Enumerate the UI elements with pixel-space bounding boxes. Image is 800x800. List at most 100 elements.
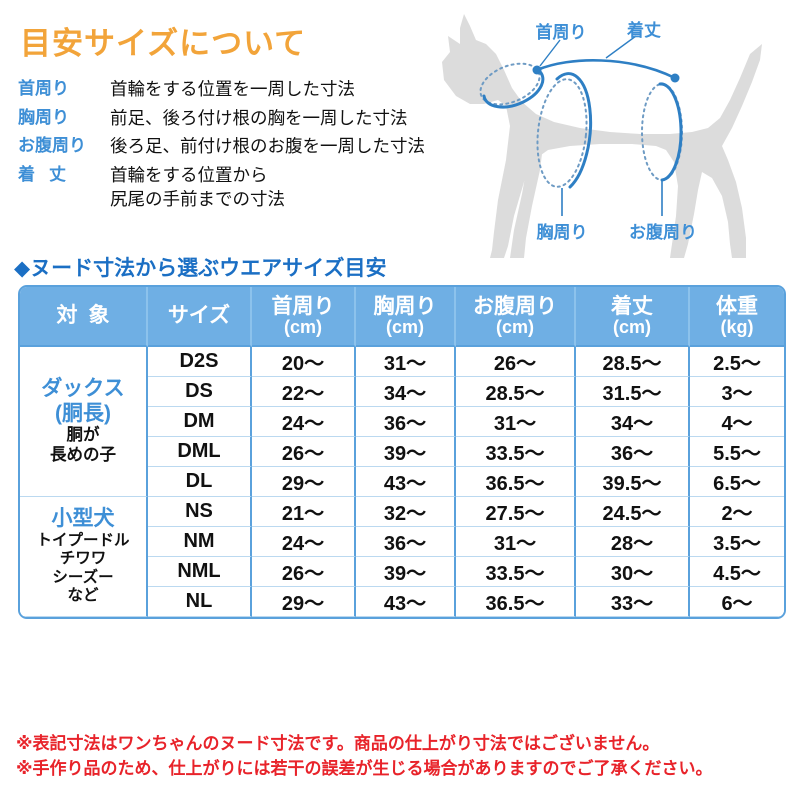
cell-weight: 3～ [690,377,784,407]
cell-belly: 33.5～ [456,437,576,467]
table-row: DM 24～ 36～ 31～ 34～ 4～ [20,407,784,437]
definition-row-neck: 首周り 首輪をする位置を一周した寸法 [18,78,488,102]
cell-weight: 6～ [690,587,784,617]
size-table: 対象 サイズ 首周り (cm) 胸周り (cm) お腹周り (cm) [18,285,786,619]
cell-chest: 39～ [356,437,456,467]
illustration-label-neck: 首周り [536,22,587,42]
definition-row-belly: お腹周り 後ろ足、前付け根のお腹を一周した寸法 [18,135,488,159]
definition-desc-length: 首輪をする位置から 尻尾の手前までの寸法 [110,164,285,211]
table-row: NM 24～ 36～ 31～ 28～ 3.5～ [20,527,784,557]
column-header-length-unit: (cm) [612,316,651,337]
length-measure-line [532,59,680,83]
cell-belly: 26～ [456,347,576,377]
definition-desc-chest: 前足、後ろ付け根の胸を一周した寸法 [110,107,408,128]
cell-weight: 4～ [690,407,784,437]
measurement-definition-list: 首周り 首輪をする位置を一周した寸法 胸周り 前足、後ろ付け根の胸を一周した寸法… [18,78,488,216]
cell-weight: 3.5～ [690,527,784,557]
group-sub-line4: など [67,587,99,605]
cell-chest: 32～ [356,497,456,527]
illustration-label-chest: 胸周り [537,222,588,242]
column-header-belly: お腹周り (cm) [456,287,576,347]
group-sub-line2: 長めの子 [50,446,116,465]
cell-weight: 2～ [690,497,784,527]
cell-length: 33～ [576,587,690,617]
footer-note-1: ※表記寸法はワンちゃんのヌード寸法です。商品の仕上がり寸法ではございません。 [16,734,660,753]
size-table-heading: ◆ヌード寸法から選ぶウエアサイズ目安 [14,257,387,280]
column-header-size: サイズ [148,287,252,347]
table-row: DS 22～ 34～ 28.5～ 31.5～ 3～ [20,377,784,407]
cell-chest: 31～ [356,347,456,377]
cell-length: 30～ [576,557,690,587]
cell-neck: 21～ [252,497,356,527]
illustration-label-belly: お腹周り [629,222,697,242]
definition-row-chest: 胸周り 前足、後ろ付け根の胸を一周した寸法 [18,107,488,131]
cell-belly: 27.5～ [456,497,576,527]
column-header-chest-label: 胸周り [373,294,437,318]
cell-length: 36～ [576,437,690,467]
group-title-line1: ダックス [41,376,125,400]
column-header-weight-label: 体重 [716,294,758,318]
definition-row-length: 着丈 首輪をする位置から 尻尾の手前までの寸法 [18,164,488,211]
column-header-weight: 体重 (kg) [690,287,784,347]
column-header-belly-unit: (cm) [495,316,534,337]
group-sub-line2: チワワ [59,550,107,568]
chest-measure-ellipse [536,72,593,189]
cell-size: NL [148,587,252,617]
table-row: 小型犬 トイプードル チワワ シーズー など NS 21～ 32～ 27.5～ … [20,497,784,617]
cell-length: 34～ [576,407,690,437]
definition-term-neck: 首周り [18,79,69,98]
cell-length: 31.5～ [576,377,690,407]
table-row: DML 26～ 39～ 33.5～ 36～ 5.5～ [20,437,784,467]
cell-belly: 36.5～ [456,587,576,617]
cell-weight: 2.5～ [690,347,784,377]
cell-neck: 29～ [252,467,356,497]
cell-weight: 5.5～ [690,437,784,467]
definition-term-chest: 胸周り [18,107,69,127]
definition-desc-neck: 首輪をする位置を一周した寸法 [110,79,355,99]
table-header-row: 対象 サイズ 首周り (cm) 胸周り (cm) お腹周り (cm) [20,287,784,347]
cell-length: 24.5～ [576,497,690,527]
cell-chest: 43～ [356,467,456,497]
column-header-weight-unit: (kg) [720,316,754,337]
definition-term-belly: お腹周り [18,136,86,156]
group-label-dachshund: ダックス (胴長) 胴が 長めの子 [20,347,148,497]
cell-length: 28.5～ [576,347,690,377]
group-sub-line1: トイプードル [36,531,130,549]
cell-neck: 20～ [252,347,356,377]
column-header-target: 対象 [20,287,148,347]
cell-belly: 31～ [456,527,576,557]
definition-term-length: 着丈 [18,164,80,184]
cell-size: NS [148,497,252,527]
column-header-neck: 首周り (cm) [252,287,356,347]
group-sub-line1: 胴が [66,426,100,445]
cell-chest: 36～ [356,407,456,437]
group-sub-line3: シーズー [52,568,114,586]
cell-neck: 22～ [252,377,356,407]
belly-measure-ellipse [641,82,683,182]
cell-neck: 26～ [252,557,356,587]
cell-weight: 4.5～ [690,557,784,587]
cell-size: DL [148,467,252,497]
column-header-neck-unit: (cm) [283,316,322,337]
table-row: DL 29～ 43～ 36.5～ 39.5～ 6.5～ [20,467,784,497]
column-header-size-label: サイズ [167,303,231,327]
group-title-line1: 小型犬 [51,506,115,530]
cell-size: DML [148,437,252,467]
table-row: NL 29～ 43～ 36.5～ 33～ 6～ [20,587,784,617]
definition-desc-belly: 後ろ足、前付け根のお腹を一周した寸法 [110,136,425,157]
footer-note-2: ※手作り品のため、仕上がりには若干の誤差が生じる場合がありますのでご了承ください… [16,758,713,778]
dog-silhouette-icon [442,14,762,258]
column-header-neck-label: 首周り [271,294,335,318]
illustration-label-length: 着丈 [626,20,661,40]
cell-size: DM [148,407,252,437]
definition-desc-length-line1: 首輪をする位置から [110,164,268,185]
neck-leader-line [539,39,561,67]
page-title: 目安サイズについて [20,26,307,61]
cell-chest: 39～ [356,557,456,587]
group-label-small-dog: 小型犬 トイプードル チワワ シーズー など [20,497,148,617]
cell-neck: 26～ [252,437,356,467]
cell-chest: 34～ [356,377,456,407]
definition-desc-length-line2: 尻尾の手前までの寸法 [110,188,285,209]
cell-belly: 31～ [456,407,576,437]
cell-belly: 36.5～ [456,467,576,497]
